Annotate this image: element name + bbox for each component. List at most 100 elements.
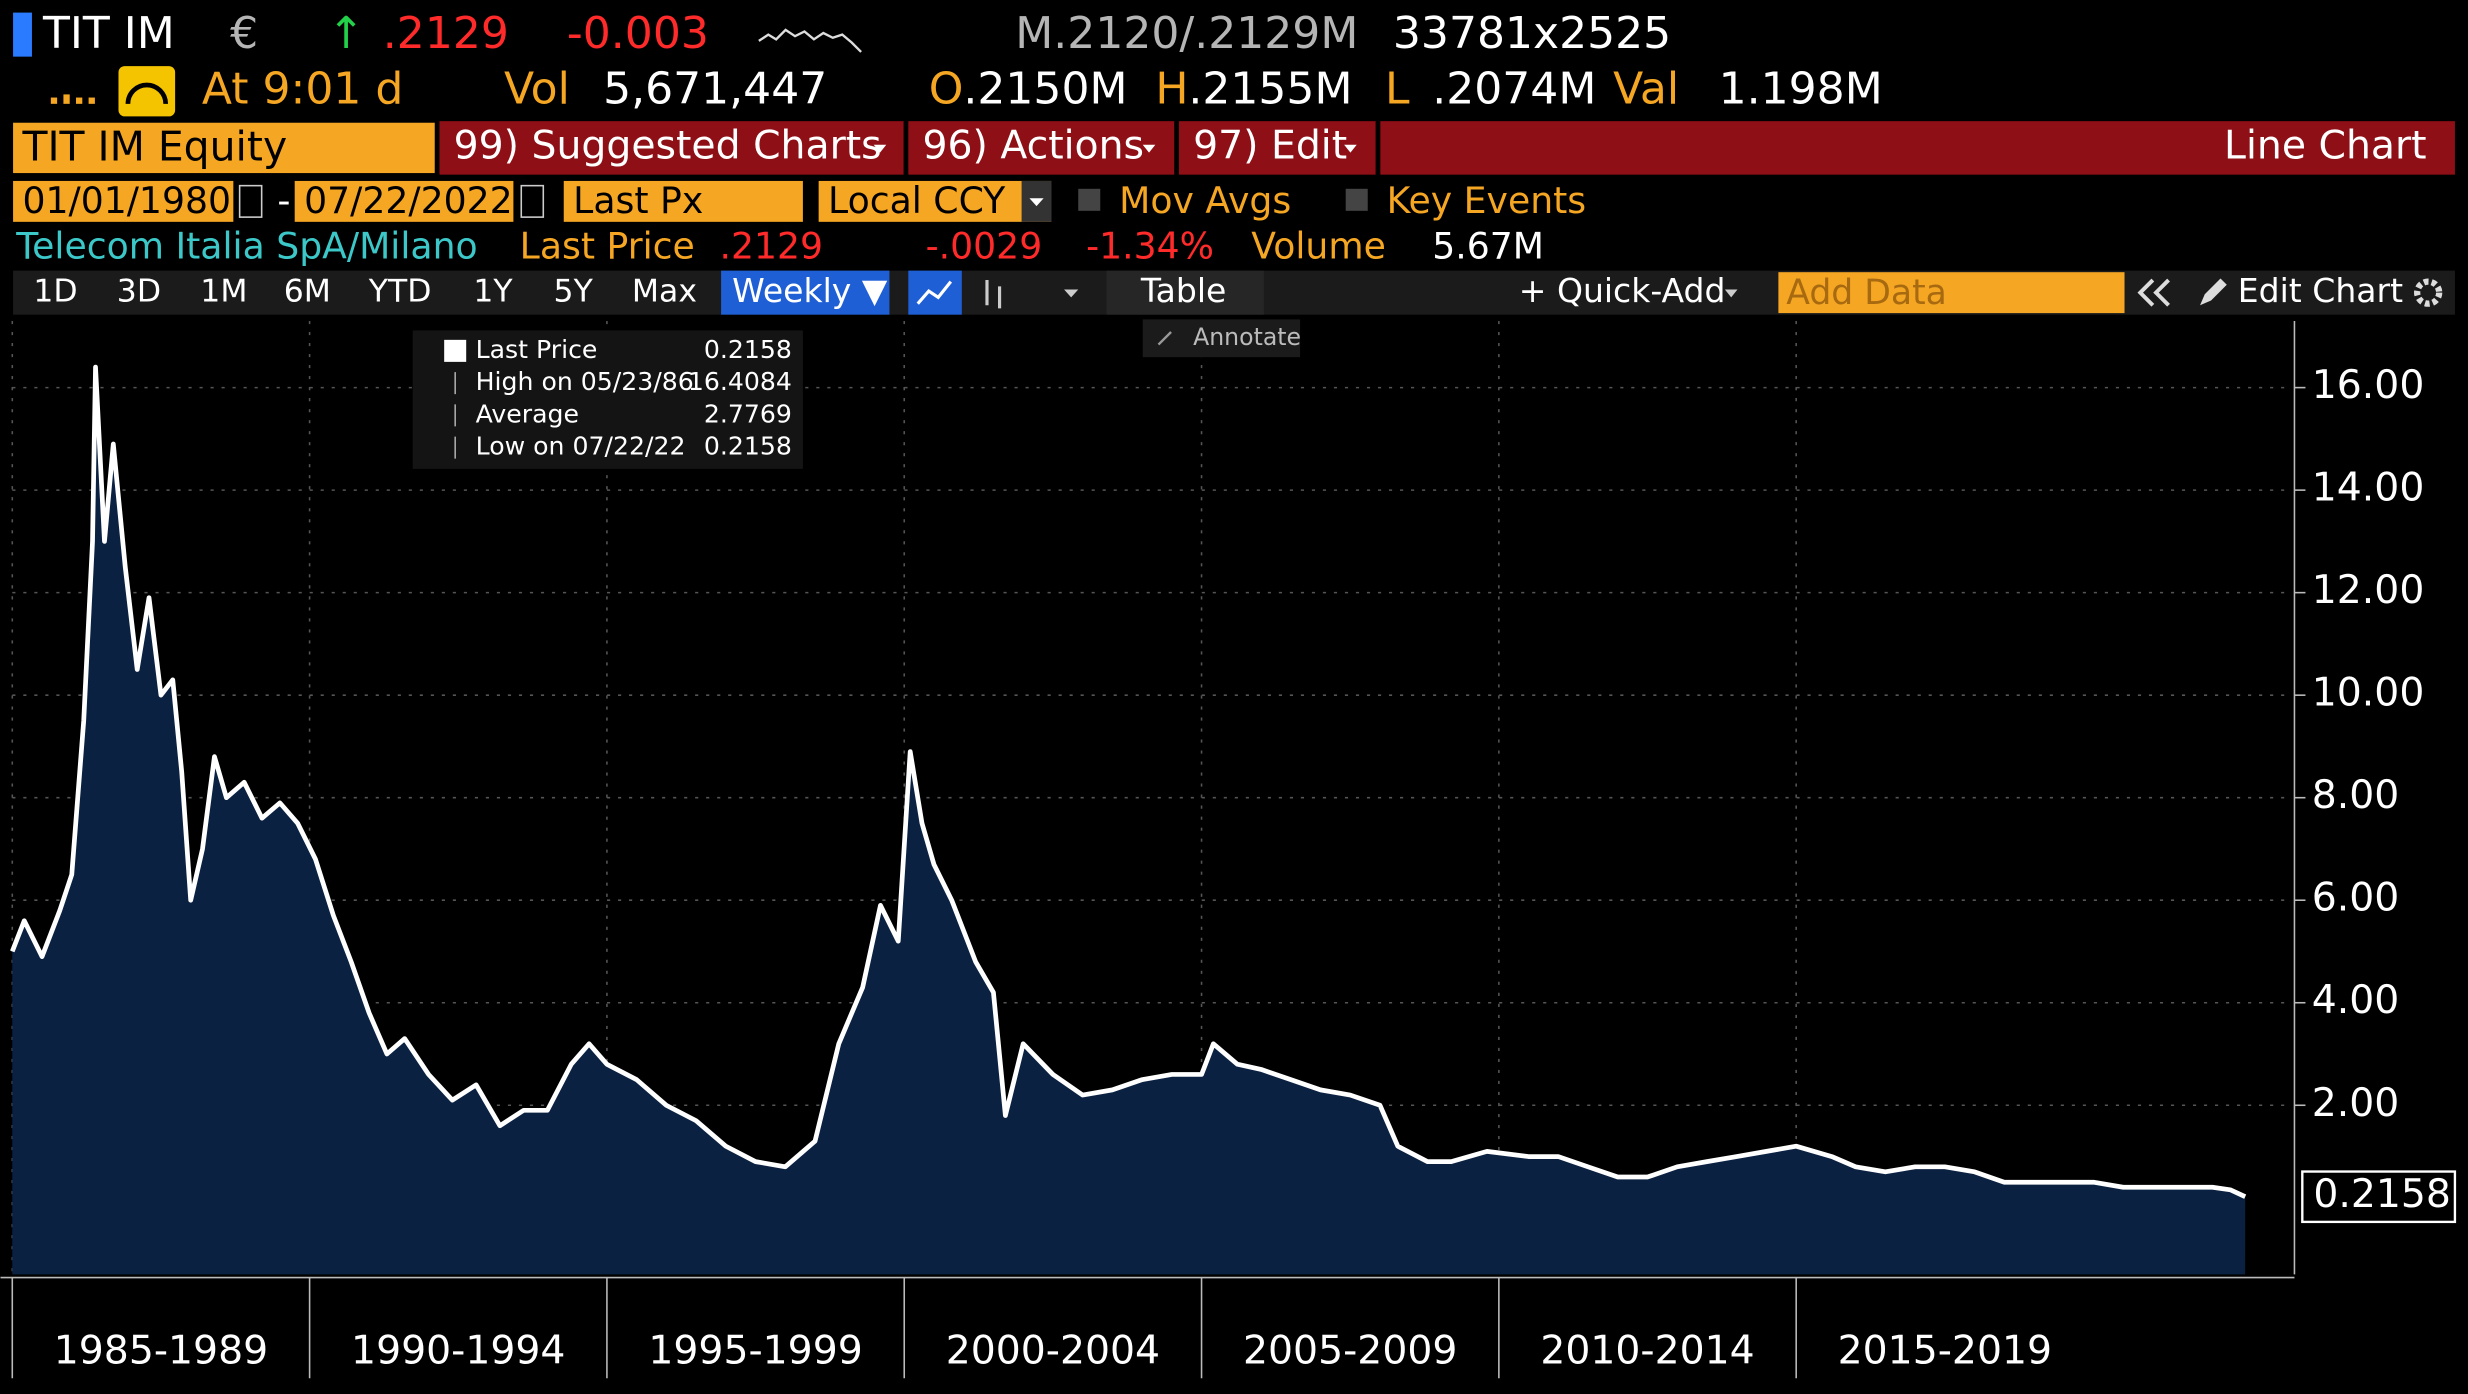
field-select[interactable]: [563, 180, 803, 222]
menu-button[interactable]: [439, 121, 904, 175]
collapse-icon[interactable]: [2137, 278, 2170, 307]
menu-button[interactable]: [1178, 121, 1376, 175]
range-button[interactable]: 1D: [33, 274, 77, 310]
suggested-charts[interactable]: 99) Suggested Charts: [454, 122, 882, 168]
volume: 5,671,447: [603, 63, 827, 114]
pencil-icon: [2200, 278, 2227, 306]
gauge-arc: [125, 82, 169, 105]
x-tick-label: 2015-2019: [1838, 1328, 2052, 1374]
volume-label: Vol: [504, 63, 570, 114]
chart: 2.00 4.00 6.00 8.00 10.00 12.00 14.00 16.00 0.21…: [0, 320, 2457, 1379]
annotate[interactable]: Annotate: [1193, 323, 1301, 351]
table[interactable]: Table: [1140, 271, 1226, 310]
add-data-field[interactable]: [1778, 272, 2125, 314]
dropdown-arrow: [1029, 198, 1044, 207]
currency: €: [230, 8, 258, 59]
currency-field[interactable]: Local CCY: [828, 179, 1006, 222]
low: .2074M: [1432, 63, 1596, 114]
table-button[interactable]: [1106, 270, 1264, 315]
size: 33781x2525: [1393, 8, 1671, 59]
checkbox[interactable]: [1345, 188, 1368, 211]
range-button[interactable]: 3D: [117, 274, 161, 310]
actions[interactable]: 96) Actions: [922, 122, 1144, 168]
high: .2155M: [1188, 63, 1352, 114]
security-field[interactable]: [13, 122, 435, 174]
x-tick-label: 1990-1994: [351, 1328, 565, 1374]
legend-label: High on 05/23/86: [476, 367, 694, 396]
edit-chart[interactable]: Edit Chart: [2238, 271, 2403, 310]
x-tick-label: 2010-2014: [1540, 1328, 1754, 1374]
pct-change: -1.34%: [1086, 225, 1214, 268]
volume: 5.67M: [1432, 225, 1544, 268]
time: At 9:01 d: [202, 63, 404, 114]
field[interactable]: Last Px: [573, 179, 703, 222]
legend-label: Last Price: [476, 335, 598, 364]
change: -0.003: [567, 8, 709, 59]
settings-icon[interactable]: [2414, 278, 2443, 307]
frequency-button[interactable]: [721, 270, 890, 315]
add-data[interactable]: Add Data: [1786, 273, 1947, 313]
quick-add[interactable]: + Quick-Add: [1519, 271, 1726, 310]
start-date[interactable]: 01/01/1980: [23, 179, 231, 222]
edit[interactable]: 97) Edit: [1193, 122, 1347, 168]
range-button[interactable]: 1M: [200, 274, 247, 310]
price-line: [10, 364, 2247, 1199]
focus-bar: [13, 12, 32, 57]
signal-icon: [50, 94, 95, 104]
calendar-icon[interactable]: [520, 184, 545, 218]
last-price: .2129: [720, 225, 824, 268]
checkbox[interactable]: [1078, 188, 1101, 211]
low-label: L: [1385, 63, 1410, 114]
x-tick-label: 1985-1989: [54, 1328, 268, 1374]
x-tick-label: 2000-2004: [946, 1328, 1160, 1374]
legend-value: 2.7769: [704, 399, 792, 428]
menu-button[interactable]: [908, 121, 1175, 175]
line-icon-button[interactable]: [908, 270, 962, 315]
date-dash: -: [277, 179, 290, 222]
calendar-icon[interactable]: [238, 184, 263, 218]
frequency[interactable]: Weekly ▼: [732, 271, 888, 310]
legend-label: Average: [476, 399, 579, 428]
company-name: Telecom Italia SpA/Milano: [15, 225, 477, 268]
tick-arrow: ↑: [328, 8, 365, 59]
y-tick-label: 6.00: [2312, 875, 2400, 921]
security[interactable]: TIT IM Equity: [22, 122, 288, 170]
end-date[interactable]: 07/22/2022: [304, 179, 512, 222]
range-button[interactable]: 5Y: [554, 274, 594, 310]
currency-select[interactable]: [818, 180, 1052, 222]
bid-ask: M.2120/.2129M: [1015, 8, 1358, 59]
last-value-label: 0.2158: [2313, 1171, 2451, 1217]
price-change: -.0029: [926, 225, 1043, 268]
range-button[interactable]: Max: [632, 274, 697, 310]
bar-icon[interactable]: [985, 280, 1002, 309]
y-tick-label: 10.00: [2312, 670, 2425, 716]
range-button[interactable]: 6M: [284, 274, 331, 310]
price: .2129: [383, 8, 509, 59]
x-tick-label: 2005-2009: [1243, 1328, 1457, 1374]
key-events[interactable]: Key Events: [1387, 179, 1587, 222]
legend-value: 0.2158: [704, 335, 792, 364]
val: 1.198M: [1719, 63, 1883, 114]
dropdown-arrow[interactable]: [1064, 289, 1079, 298]
y-tick-label: 14.00: [2312, 465, 2425, 511]
y-tick-label: 2.00: [2312, 1080, 2400, 1126]
volume-label: Volume: [1251, 225, 1386, 268]
range-button[interactable]: 1Y: [473, 274, 513, 310]
annotate-button[interactable]: [1142, 319, 1301, 358]
sparkline: [758, 28, 862, 53]
end-date-field[interactable]: [294, 180, 514, 222]
start-date-field[interactable]: [13, 180, 234, 222]
mov-avgs[interactable]: Mov Avgs: [1119, 179, 1291, 222]
range-button[interactable]: YTD: [368, 274, 432, 310]
annotate-icon: [1157, 331, 1172, 346]
legend-swatch: [444, 339, 467, 362]
y-tick-label: 16.00: [2312, 362, 2425, 408]
view-title: Line Chart: [2224, 122, 2427, 168]
y-tick-label: 8.00: [2312, 772, 2400, 818]
last-value-box: [2301, 1170, 2457, 1224]
legend-value: 0.2158: [704, 432, 792, 461]
line-icon: [916, 280, 953, 305]
high-label: H: [1155, 63, 1188, 114]
dropdown-arrows: [873, 144, 1357, 153]
